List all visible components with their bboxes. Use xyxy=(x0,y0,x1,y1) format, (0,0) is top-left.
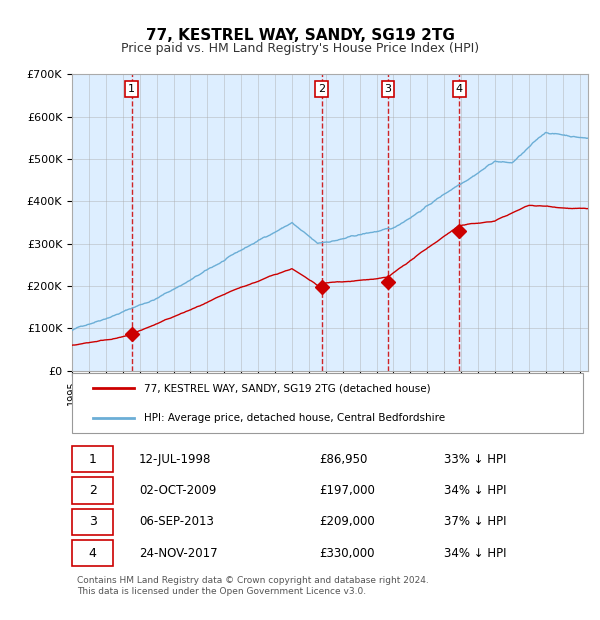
Text: HPI: Average price, detached house, Central Bedfordshire: HPI: Average price, detached house, Cent… xyxy=(144,413,445,423)
FancyBboxPatch shape xyxy=(72,477,113,503)
Text: 1: 1 xyxy=(89,453,97,466)
Text: 06-SEP-2013: 06-SEP-2013 xyxy=(139,515,214,528)
Text: 12-JUL-1998: 12-JUL-1998 xyxy=(139,453,211,466)
Text: 77, KESTREL WAY, SANDY, SG19 2TG (detached house): 77, KESTREL WAY, SANDY, SG19 2TG (detach… xyxy=(144,383,431,393)
Text: 77, KESTREL WAY, SANDY, SG19 2TG: 77, KESTREL WAY, SANDY, SG19 2TG xyxy=(146,28,454,43)
FancyBboxPatch shape xyxy=(72,509,113,535)
Text: 34% ↓ HPI: 34% ↓ HPI xyxy=(443,484,506,497)
Text: 34% ↓ HPI: 34% ↓ HPI xyxy=(443,547,506,560)
Text: 02-OCT-2009: 02-OCT-2009 xyxy=(139,484,217,497)
Text: 37% ↓ HPI: 37% ↓ HPI xyxy=(443,515,506,528)
Text: £197,000: £197,000 xyxy=(320,484,376,497)
Text: Price paid vs. HM Land Registry's House Price Index (HPI): Price paid vs. HM Land Registry's House … xyxy=(121,42,479,55)
Text: 2: 2 xyxy=(89,484,97,497)
Text: 3: 3 xyxy=(89,515,97,528)
Text: 2: 2 xyxy=(318,84,325,94)
Text: 3: 3 xyxy=(385,84,392,94)
Text: 1: 1 xyxy=(128,84,135,94)
FancyBboxPatch shape xyxy=(72,540,113,566)
Text: £86,950: £86,950 xyxy=(320,453,368,466)
FancyBboxPatch shape xyxy=(72,373,583,433)
Text: 33% ↓ HPI: 33% ↓ HPI xyxy=(443,453,506,466)
Text: Contains HM Land Registry data © Crown copyright and database right 2024.
This d: Contains HM Land Registry data © Crown c… xyxy=(77,577,429,596)
Text: 4: 4 xyxy=(456,84,463,94)
FancyBboxPatch shape xyxy=(72,446,113,472)
Text: 4: 4 xyxy=(89,547,97,560)
Text: £330,000: £330,000 xyxy=(320,547,375,560)
Text: £209,000: £209,000 xyxy=(320,515,376,528)
Text: 24-NOV-2017: 24-NOV-2017 xyxy=(139,547,218,560)
